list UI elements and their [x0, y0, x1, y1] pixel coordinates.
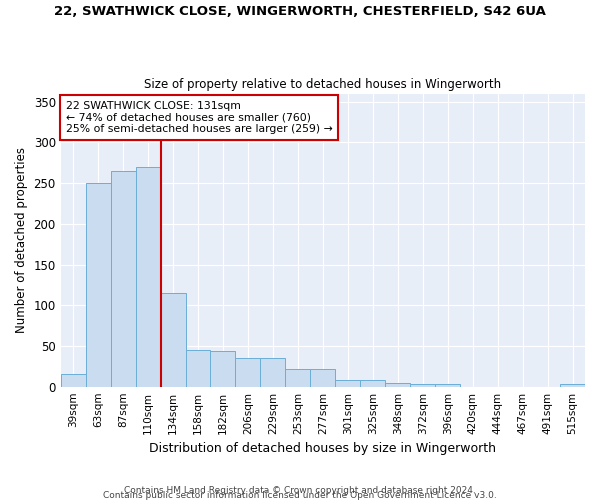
Bar [61, 374, 86, 386]
Text: 22, SWATHWICK CLOSE, WINGERWORTH, CHESTERFIELD, S42 6UA: 22, SWATHWICK CLOSE, WINGERWORTH, CHESTE… [54, 5, 546, 18]
Bar [310, 369, 335, 386]
Bar [161, 293, 185, 386]
Bar [185, 350, 211, 387]
Bar [110, 171, 136, 386]
Bar [286, 369, 310, 386]
Bar [560, 384, 585, 386]
Text: Contains public sector information licensed under the Open Government Licence v3: Contains public sector information licen… [103, 491, 497, 500]
Bar [435, 384, 460, 386]
Bar [335, 380, 360, 386]
Bar [136, 167, 161, 386]
Text: 22 SWATHWICK CLOSE: 131sqm
← 74% of detached houses are smaller (760)
25% of sem: 22 SWATHWICK CLOSE: 131sqm ← 74% of deta… [66, 101, 332, 134]
Bar [410, 384, 435, 386]
Bar [86, 183, 110, 386]
Bar [385, 384, 410, 386]
Bar [260, 358, 286, 386]
Bar [360, 380, 385, 386]
Bar [235, 358, 260, 386]
Y-axis label: Number of detached properties: Number of detached properties [15, 147, 28, 333]
Title: Size of property relative to detached houses in Wingerworth: Size of property relative to detached ho… [144, 78, 502, 91]
Text: Contains HM Land Registry data © Crown copyright and database right 2024.: Contains HM Land Registry data © Crown c… [124, 486, 476, 495]
Bar [211, 351, 235, 386]
X-axis label: Distribution of detached houses by size in Wingerworth: Distribution of detached houses by size … [149, 442, 496, 455]
